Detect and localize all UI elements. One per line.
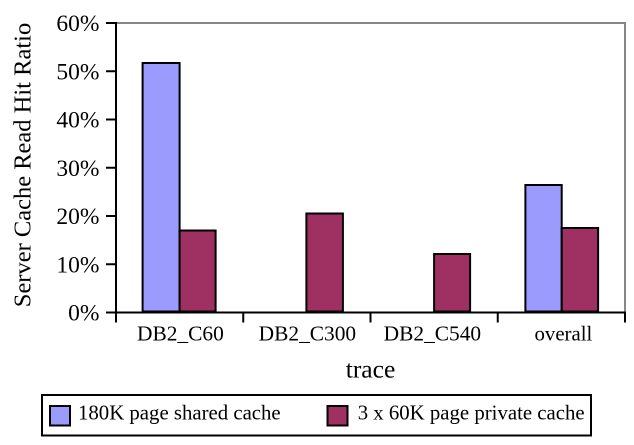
svg-text:DB2_C60: DB2_C60 [137, 322, 224, 346]
svg-text:DB2_C540: DB2_C540 [384, 322, 481, 346]
svg-text:trace: trace [346, 355, 396, 384]
svg-text:10%: 10% [56, 252, 99, 278]
svg-text:overall: overall [535, 323, 593, 346]
svg-text:50%: 50% [56, 59, 99, 85]
svg-text:0%: 0% [68, 301, 99, 327]
svg-text:30%: 30% [56, 156, 99, 182]
svg-text:Server Cache Read Hit Ratio: Server Cache Read Hit Ratio [10, 23, 37, 307]
svg-text:180K page shared cache: 180K page shared cache [78, 402, 281, 425]
svg-text:DB2_C300: DB2_C300 [259, 322, 356, 346]
svg-text:20%: 20% [56, 204, 99, 230]
svg-text:60%: 60% [56, 11, 99, 37]
svg-text:3 x 60K page private cache: 3 x 60K page private cache [358, 402, 585, 425]
svg-text:40%: 40% [56, 108, 99, 134]
